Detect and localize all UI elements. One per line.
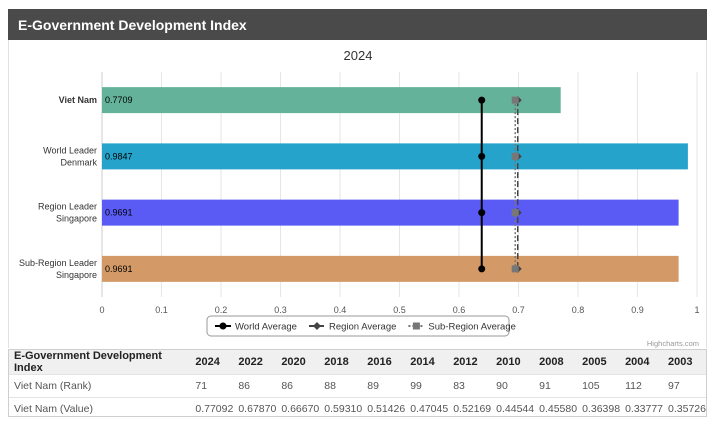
table-cell: 0.33777 <box>620 397 664 420</box>
table-cell: 86 <box>276 374 320 398</box>
table-header-label: E-Government Development Index <box>14 350 162 374</box>
table-header-year: 2004 <box>625 356 650 368</box>
table-cell: 0.45580 <box>534 397 578 420</box>
x-tick-label: 0.9 <box>631 305 644 315</box>
table-cell: 86 <box>233 374 277 398</box>
x-tick-label: 0.6 <box>453 305 466 315</box>
legend-marker <box>219 322 227 330</box>
table-cell: 97 <box>663 374 706 398</box>
reference-marker <box>511 96 519 104</box>
bar-value-label: 0.9847 <box>105 151 133 161</box>
table-row-label: Viet Nam (Value) <box>9 397 191 420</box>
reference-marker <box>511 265 519 273</box>
table-cell: 0.35726 <box>663 397 706 420</box>
table-header-year: 2012 <box>453 356 478 368</box>
category-label: World Leader <box>43 145 97 155</box>
category-label: Denmark <box>60 157 97 167</box>
table-row-label: Viet Nam (Rank) <box>9 374 191 398</box>
table-cell: 0.59310 <box>319 397 363 420</box>
reference-marker <box>478 209 486 217</box>
page-title: E-Government Development Index <box>18 17 247 33</box>
reference-marker <box>478 152 486 160</box>
table-cell: 0.77092 <box>190 397 234 420</box>
x-tick-label: 1 <box>694 305 699 315</box>
table-header-year: 2014 <box>410 356 435 368</box>
page-header: E-Government Development Index <box>8 9 707 40</box>
table-row: Viet Nam (Rank) 71 86 86 88 89 99 83 90 91 105 112 9… <box>9 374 706 398</box>
table-cell: 83 <box>448 374 492 398</box>
legend-marker <box>412 322 420 330</box>
table-header-row: E-Government Development Index 2024 2022 20… <box>9 350 706 375</box>
table-cell: 0.51426 <box>362 397 406 420</box>
table-header-year: 2016 <box>367 356 392 368</box>
table-cell: 0.44544 <box>491 397 535 420</box>
chart-title: 2024 <box>344 48 373 63</box>
table-cell: 89 <box>362 374 406 398</box>
table-cell: 88 <box>319 374 363 398</box>
table-cell: 0.52169 <box>448 397 492 420</box>
x-tick-label: 0.1 <box>155 305 168 315</box>
table-row: Viet Nam (Value) 0.77092 0.67870 0.66670 0.5… <box>9 397 706 420</box>
legend-label: Region Average <box>329 322 396 333</box>
table-header-year: 2022 <box>238 356 263 368</box>
bar <box>102 143 688 170</box>
bar-value-label: 0.9691 <box>105 264 133 274</box>
table-cell: 0.36398 <box>577 397 621 420</box>
table-cell: 105 <box>577 374 621 398</box>
x-tick-label: 0.5 <box>393 305 406 315</box>
table-header-year: 2024 <box>195 356 220 368</box>
table-cell: 71 <box>190 374 234 398</box>
table-cell: 0.66670 <box>276 397 320 420</box>
table-body: Viet Nam (Rank) 71 86 86 88 89 99 83 90 91 105 112 9… <box>9 374 706 420</box>
table-header-year: 2008 <box>539 356 564 368</box>
bar <box>102 87 561 114</box>
table-cell: 0.47045 <box>405 397 449 420</box>
category-label: Region Leader <box>38 202 97 212</box>
table-cell: 0.67870 <box>233 397 277 420</box>
category-label: Singapore <box>56 270 97 280</box>
bar-value-label: 0.9691 <box>105 208 133 218</box>
bar <box>102 199 679 226</box>
table-cell: 90 <box>491 374 535 398</box>
reference-marker <box>478 265 486 273</box>
legend-label: World Average <box>235 322 297 333</box>
table-header-year: 2020 <box>281 356 306 368</box>
reference-marker <box>511 209 519 217</box>
table-header-year: 2005 <box>582 356 607 368</box>
category-label: Singapore <box>56 214 97 224</box>
egdi-table: E-Government Development Index 2024 2022 20… <box>8 349 707 420</box>
x-tick-label: 0.7 <box>512 305 525 315</box>
table-header-year: 2003 <box>668 356 693 368</box>
table-header-year: 2018 <box>324 356 349 368</box>
bar-value-label: 0.7709 <box>105 95 133 105</box>
x-tick-label: 0.2 <box>215 305 228 315</box>
table-cell: 99 <box>405 374 449 398</box>
x-tick-label: 0.8 <box>572 305 585 315</box>
legend-label: Sub-Region Average <box>428 322 516 333</box>
x-tick-label: 0.3 <box>274 305 287 315</box>
legend-marker <box>312 322 321 330</box>
table-cell: 112 <box>620 374 664 398</box>
table-cell: 91 <box>534 374 578 398</box>
x-tick-label: 0.4 <box>334 305 347 315</box>
table-header-year: 2010 <box>496 356 521 368</box>
bar <box>102 255 679 282</box>
highcharts-credit: Highcharts.com <box>647 339 699 348</box>
reference-marker <box>511 152 519 160</box>
category-label: Viet Nam <box>59 95 97 105</box>
x-tick-label: 0 <box>99 305 104 315</box>
reference-marker <box>478 96 486 104</box>
category-label: Sub-Region Leader <box>19 258 97 268</box>
egdi-bar-chart: 2024 0 0.1 0.2 0.3 0.4 0.5 0.6 0.7 0.8 0.9 1 0.7709 V… <box>19 48 700 348</box>
chart-legend <box>206 315 510 337</box>
chart-panel: 2024 0 0.1 0.2 0.3 0.4 0.5 0.6 0.7 0.8 0.9 1 0.7709 V… <box>8 40 707 348</box>
